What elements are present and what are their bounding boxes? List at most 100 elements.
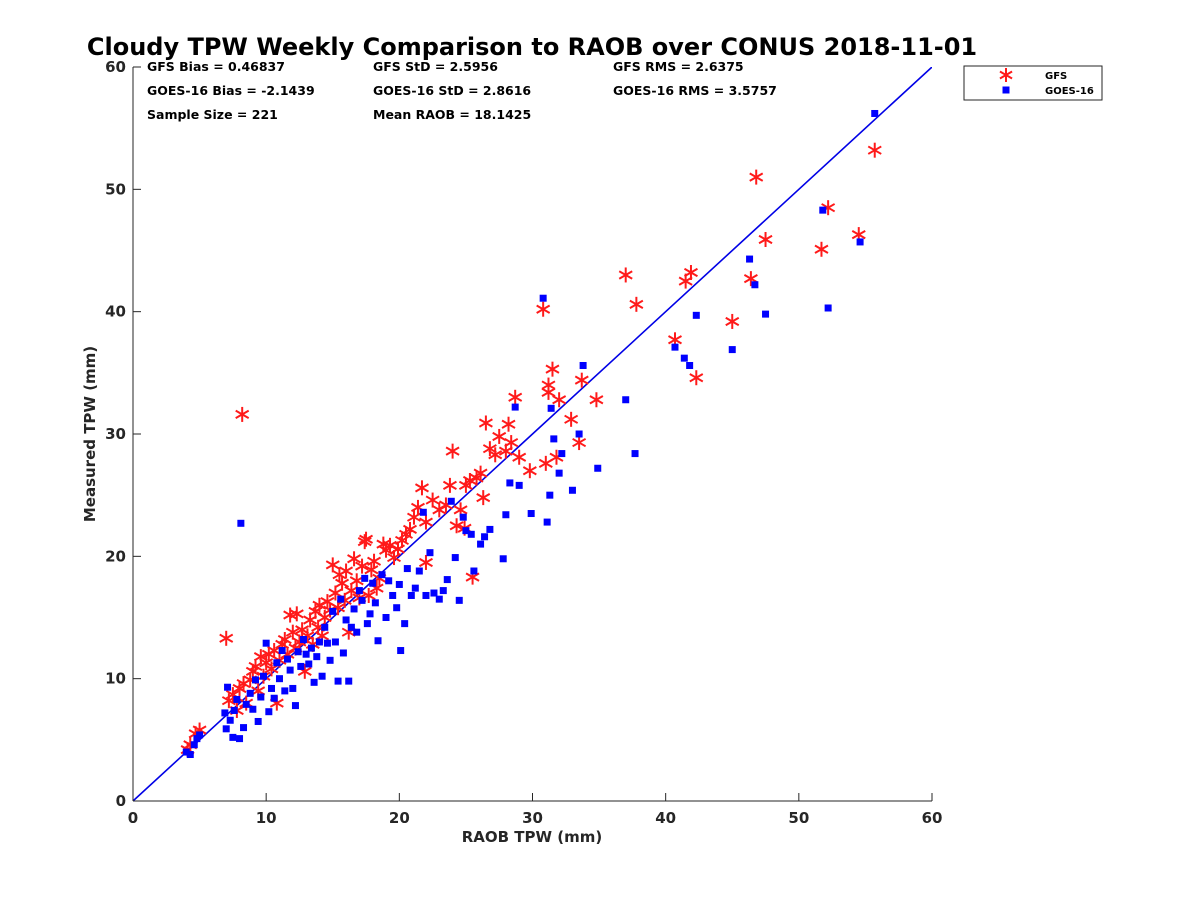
gfs-point (245, 663, 260, 679)
goes16-point (358, 596, 366, 604)
gfs-point (725, 313, 740, 329)
stat-text: GOES-16 StD = 2.8616 (373, 83, 531, 98)
goes16-point (477, 540, 485, 548)
y-tick-label: 20 (105, 547, 126, 565)
gfs-point (235, 406, 250, 422)
legend-goes16-marker (1002, 86, 1010, 94)
legend-gfs-marker (999, 68, 1013, 82)
gfs-point (501, 416, 516, 432)
x-tick-label: 0 (128, 809, 138, 827)
goes16-point (856, 238, 864, 246)
series-gfs (180, 142, 882, 758)
goes16-point (334, 677, 342, 685)
goes16-point (527, 510, 535, 518)
goes16-point (262, 639, 270, 647)
goes16-point (371, 599, 379, 607)
gfs-point (418, 554, 433, 570)
goes16-point (543, 518, 551, 526)
goes16-point (447, 497, 455, 505)
goes16-point (267, 684, 275, 692)
goes16-point (246, 689, 254, 697)
gfs-point (574, 372, 589, 388)
goes16-point (190, 741, 198, 749)
goes16-point (871, 109, 879, 117)
goes16-point (481, 533, 489, 541)
goes16-point (224, 683, 232, 691)
gfs-point (418, 514, 433, 530)
goes16-point (824, 304, 832, 312)
x-tick-label: 20 (389, 809, 410, 827)
goes16-point (499, 555, 507, 563)
stat-text: GOES-16 Bias = -2.1439 (147, 83, 315, 98)
goes16-point (302, 650, 310, 658)
goes16-point (419, 508, 427, 516)
goes16-point (350, 605, 358, 613)
gfs-point (589, 392, 604, 408)
x-tick-label: 40 (655, 809, 676, 827)
goes16-point (313, 653, 321, 661)
gfs-point (572, 435, 587, 451)
goes16-point (680, 354, 688, 362)
legend: GFS GOES-16 (963, 65, 1103, 101)
stat-text: GOES-16 RMS = 3.5757 (613, 83, 777, 98)
goes16-point (286, 666, 294, 674)
goes16-point (252, 676, 260, 684)
goes16-point (393, 604, 401, 612)
gfs-point (683, 265, 698, 281)
gfs-point (364, 562, 379, 578)
goes16-point (299, 636, 307, 644)
goes16-point (297, 662, 305, 670)
goes16-point (389, 591, 397, 599)
goes16-point (237, 519, 245, 527)
goes16-point (339, 649, 347, 657)
gfs-point (445, 443, 460, 459)
goes16-point (315, 638, 323, 646)
goes16-point (222, 725, 230, 733)
goes16-point (728, 346, 736, 354)
goes16-point (382, 614, 390, 621)
goes16-point (186, 751, 194, 759)
gfs-point (355, 558, 370, 574)
gfs-point (522, 463, 537, 479)
goes16-point (265, 708, 273, 716)
goes16-point (321, 623, 329, 631)
goes16-point (594, 464, 602, 472)
stat-text: GFS RMS = 2.6375 (613, 59, 744, 74)
goes16-point (555, 469, 563, 477)
gfs-point (402, 521, 417, 537)
goes16-point (355, 587, 363, 595)
goes16-point (236, 735, 244, 743)
goes16-point (558, 450, 566, 458)
axis-ticks: 0 10 20 30 40 50 60 0 10 20 30 40 50 60 (105, 58, 942, 827)
goes16-point (506, 479, 514, 487)
goes16-point (323, 639, 331, 647)
gfs-point (814, 241, 829, 257)
gfs-point (749, 169, 764, 185)
y-axis-label: Measured TPW (mm) (81, 346, 99, 522)
goes16-point (305, 660, 313, 668)
goes16-point (443, 576, 451, 584)
goes16-point (395, 580, 403, 588)
goes16-point (547, 404, 555, 412)
goes16-point (347, 623, 355, 631)
goes16-point (486, 525, 494, 533)
gfs-point (473, 465, 488, 481)
goes16-point (310, 678, 318, 686)
goes16-point (467, 530, 475, 538)
y-tick-label: 0 (116, 792, 126, 810)
gfs-point (618, 267, 633, 283)
x-tick-label: 30 (522, 809, 543, 827)
goes16-point (294, 648, 302, 656)
gfs-point (277, 632, 292, 648)
goes16-point (326, 656, 334, 664)
gfs-point (536, 301, 551, 317)
gfs-point (359, 531, 374, 547)
y-tick-label: 50 (105, 180, 126, 198)
goes16-point (575, 430, 583, 438)
goes16-point (671, 343, 679, 351)
legend-box (963, 65, 1103, 101)
goes16-point (260, 672, 268, 680)
x-tick-label: 50 (788, 809, 809, 827)
goes16-point (366, 610, 374, 618)
goes16-point (511, 403, 519, 411)
